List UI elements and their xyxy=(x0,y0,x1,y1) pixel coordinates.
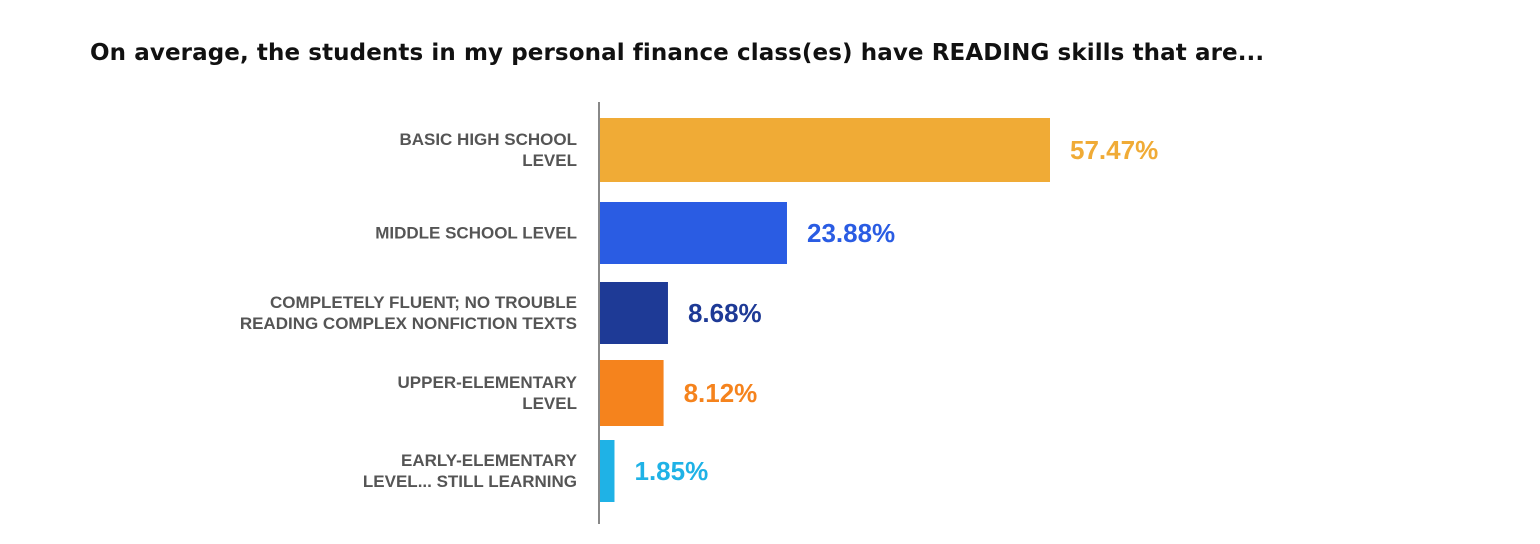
value-label-1: 57.47% xyxy=(1070,135,1158,165)
bar-2 xyxy=(600,202,787,264)
bars-layer: BASIC HIGH SCHOOL LEVEL 57.47% MIDDLE SCHOO… xyxy=(240,118,1158,502)
category-label-4-line-2: LEVEL xyxy=(522,394,577,413)
category-label-3-line-2: READING COMPLEX NONFICTION TEXTS xyxy=(240,314,577,333)
bar-4 xyxy=(600,360,664,426)
category-label-5-line-2: LEVEL... STILL LEARNING xyxy=(363,472,577,491)
bar-5 xyxy=(600,440,615,502)
category-label-2-line-1: MIDDLE SCHOOL LEVEL xyxy=(375,224,577,243)
bar-3 xyxy=(600,282,668,344)
category-label-5-line-1: EARLY-ELEMENTARY xyxy=(401,451,578,470)
category-label-4-line-1: UPPER-ELEMENTARY xyxy=(398,373,578,392)
bar-1 xyxy=(600,118,1050,182)
value-label-4: 8.12% xyxy=(684,378,758,408)
category-label-1-line-2: LEVEL xyxy=(522,151,577,170)
value-label-2: 23.88% xyxy=(807,218,895,248)
value-label-3: 8.68% xyxy=(688,298,762,328)
category-label-1-line-1: BASIC HIGH SCHOOL xyxy=(399,130,577,149)
category-label-3-line-1: COMPLETELY FLUENT; NO TROUBLE xyxy=(270,293,577,312)
chart-title: On average, the students in my personal … xyxy=(90,40,1265,66)
value-label-5: 1.85% xyxy=(634,456,708,486)
